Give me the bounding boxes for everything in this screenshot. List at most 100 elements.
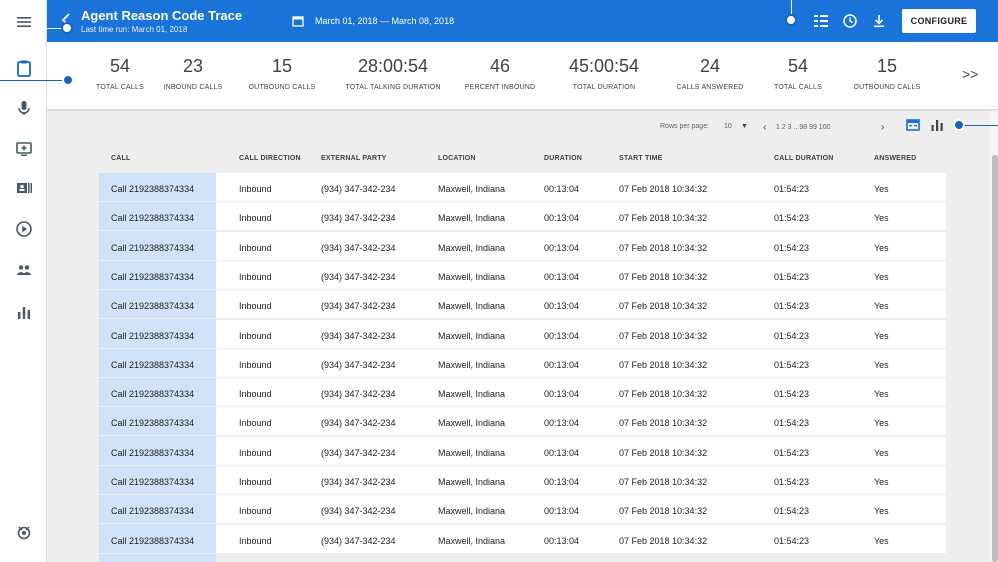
table-row[interactable]: Call 2192388374334 Inbound (934) 347-342-2…	[99, 202, 946, 232]
table-cell: 07 Feb 2018 10:34:32	[619, 271, 708, 282]
table-cell: 00:13:04	[544, 506, 580, 517]
table-cell: Inbound	[239, 447, 272, 458]
table-row[interactable]: Call 2192388374334 Inbound (934) 347-342-2…	[99, 319, 946, 349]
table-cell: Yes	[874, 535, 889, 546]
clipboard-icon[interactable]	[0, 56, 47, 80]
configure-button[interactable]: CONFIGURE	[902, 9, 976, 33]
table-cell: 07 Feb 2018 10:34:32	[619, 359, 708, 370]
column-header[interactable]: CALL DURATION	[774, 155, 834, 162]
next-page-icon[interactable]: ›	[881, 122, 885, 133]
stat-percent-inbound: 46 PERCENT INBOUND	[464, 56, 536, 91]
date-range[interactable]: March 01, 2018 — March 08, 2018	[315, 16, 455, 26]
stat-outbound-calls-2: 15 OUTBOUND CALLS	[853, 56, 921, 91]
menu-icon[interactable]	[0, 10, 47, 34]
monitor-icon[interactable]	[0, 137, 47, 161]
table-cell: 00:13:04	[544, 359, 580, 370]
table-cell: Call 2192388374334	[111, 271, 195, 282]
table-cell: (934) 347-342-234	[321, 535, 396, 546]
table-row[interactable]: Call 2192388374334 Inbound (934) 347-342-2…	[99, 466, 946, 495]
table-cell: Inbound	[239, 213, 272, 224]
table-cell: Inbound	[239, 418, 272, 429]
page-numbers[interactable]: 1 2 3 .. 98 99 100	[776, 124, 831, 131]
table-cell: 01:54:23	[774, 535, 810, 546]
rows-per-page-select[interactable]: 10	[724, 123, 732, 130]
mic-icon[interactable]	[0, 96, 47, 120]
table-cell: Maxwell, Indiana	[438, 389, 506, 400]
table-cell: Call 2192388374334	[111, 389, 195, 400]
table-cell: Yes	[874, 477, 889, 487]
table-cell: Inbound	[239, 184, 272, 194]
play-icon[interactable]	[0, 217, 47, 241]
table-row[interactable]: Call 2192388374334 Inbound (934) 347-342-2…	[99, 348, 946, 378]
table-row[interactable]: Call 2192388374334 Inbound (934) 347-342-2…	[99, 231, 946, 261]
table-cell: 07 Feb 2018 10:34:32	[619, 301, 708, 312]
people-icon[interactable]	[0, 258, 47, 282]
table-cell: 00:13:04	[544, 242, 580, 253]
scrollbar-thumb[interactable]	[992, 155, 998, 562]
table-view-icon[interactable]	[906, 118, 922, 134]
table-cell: 01:54:23	[774, 506, 810, 517]
table-cell: Maxwell, Indiana	[438, 330, 506, 341]
stat-total-calls-2: 54 TOTAL CALLS	[774, 56, 822, 91]
table-cell: 07 Feb 2018 10:34:32	[619, 506, 708, 517]
annotation-line	[0, 80, 65, 81]
column-header[interactable]: START TIME	[619, 155, 663, 162]
table-row[interactable]: Call 2192388374334 Inbound (934) 347-342-2…	[99, 407, 946, 437]
table-cell: 00:13:04	[544, 535, 580, 546]
table-row[interactable]: Call 2192388374334 Inbound (934) 347-342-2…	[99, 378, 946, 408]
table-cell: Call 2192388374334	[111, 184, 195, 194]
table-cell: Inbound	[239, 301, 272, 312]
column-header[interactable]: DURATION	[544, 155, 583, 162]
logo-icon	[0, 520, 47, 544]
table-row[interactable]: Call 2192388374334 Inbound (934) 347-342-2…	[99, 173, 946, 202]
table-cell: (934) 347-342-234	[321, 418, 396, 429]
column-header[interactable]: LOCATION	[438, 155, 476, 162]
column-header[interactable]: CALL	[111, 155, 131, 162]
annotation-marker	[61, 22, 73, 34]
row-background	[216, 466, 946, 494]
table-cell: (934) 347-342-234	[321, 506, 396, 517]
row-background	[216, 407, 946, 436]
table-cell: 00:13:04	[544, 184, 580, 194]
table-row[interactable]: Call 2192388374334 Inbound (934) 347-342-2…	[99, 260, 946, 290]
table-cell: Yes	[874, 506, 889, 517]
list-view-icon[interactable]	[812, 12, 830, 30]
table-row[interactable]: Call 2192388374334 Inbound (934) 347-342-2…	[99, 524, 946, 554]
table-cell: Call 2192388374334	[111, 447, 195, 458]
chevron-down-icon[interactable]: ▼	[741, 123, 748, 130]
calendar-icon[interactable]	[292, 15, 304, 27]
table-row[interactable]: Call 2192388374334 Inbound (934) 347-342-2…	[99, 436, 946, 466]
row-background	[216, 378, 946, 407]
table-cell: 01:54:23	[774, 184, 810, 194]
row-background	[216, 260, 946, 289]
stat-total-talking-duration: 28:00:54 TOTAL TALKING DURATION	[345, 56, 441, 91]
table-cell: Yes	[874, 330, 889, 341]
prev-page-icon[interactable]: ‹	[763, 122, 767, 133]
row-background	[216, 319, 946, 348]
table-cell: 07 Feb 2018 10:34:32	[619, 389, 708, 400]
table-cell: (934) 347-342-234	[321, 389, 396, 400]
clock-icon[interactable]	[841, 12, 859, 30]
download-icon[interactable]	[870, 12, 888, 30]
column-header[interactable]: ANSWERED	[874, 155, 917, 162]
table-cell: 00:13:04	[544, 418, 580, 429]
table-cell: 07 Feb 2018 10:34:32	[619, 213, 708, 224]
table-cell: Inbound	[239, 242, 272, 253]
chart-view-icon[interactable]	[930, 118, 946, 134]
row-background	[216, 231, 946, 260]
table-cell: Maxwell, Indiana	[438, 184, 506, 194]
rows-per-page-label: Rows per page:	[660, 123, 710, 130]
table-cell: 07 Feb 2018 10:34:32	[619, 477, 708, 487]
contact-card-icon[interactable]	[0, 176, 47, 200]
bar-chart-icon[interactable]	[0, 300, 47, 324]
table-cell: 01:54:23	[774, 330, 810, 341]
table-row[interactable]: Call 2192388374334 Inbound (934) 347-342-2…	[99, 290, 946, 320]
table-cell: 07 Feb 2018 10:34:32	[619, 535, 708, 546]
table-cell: (934) 347-342-234	[321, 242, 396, 253]
column-header[interactable]: EXTERNAL PARTY	[321, 155, 387, 162]
column-header[interactable]: CALL DIRECTION	[239, 155, 301, 162]
more-stats-button[interactable]: >>	[962, 66, 979, 82]
table-cell: 07 Feb 2018 10:34:32	[619, 330, 708, 341]
table-row[interactable]: Call 2192388374334 Inbound (934) 347-342-2…	[99, 495, 946, 525]
table-cell: 01:54:23	[774, 359, 810, 370]
